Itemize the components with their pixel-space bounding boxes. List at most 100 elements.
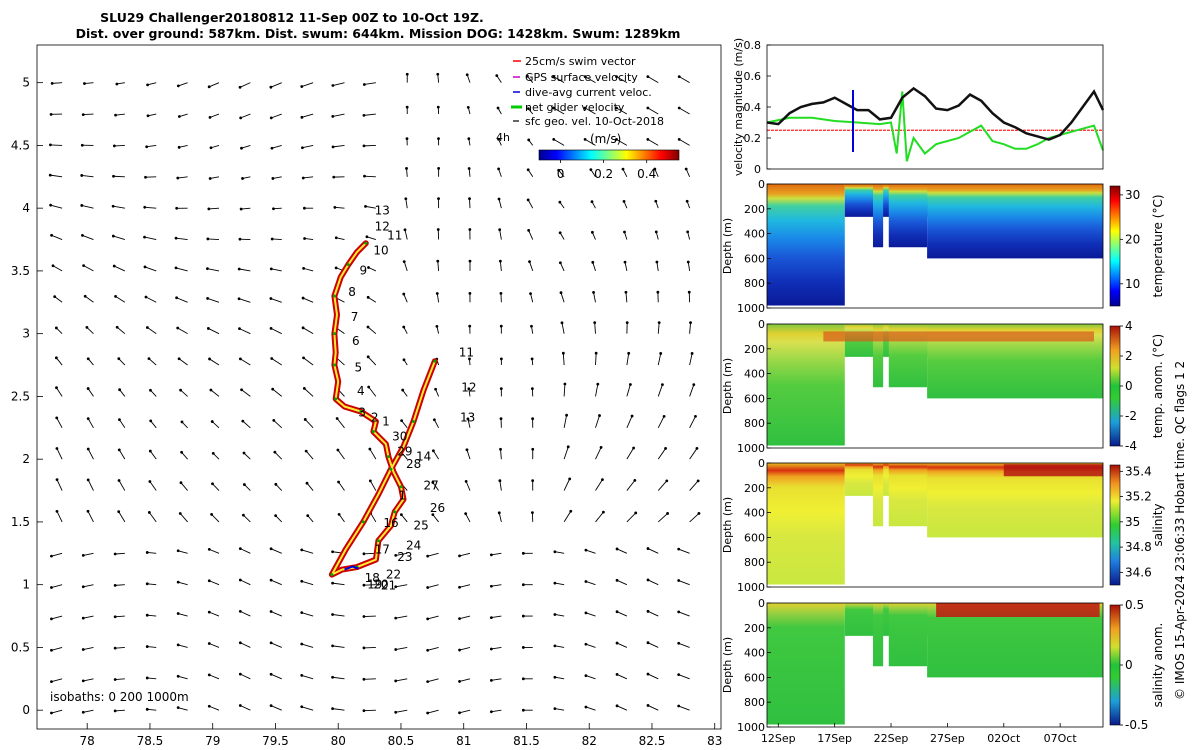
- geo-vector-head: [553, 644, 557, 648]
- geo-vector-head: [584, 580, 588, 583]
- geo-vector: [304, 419, 314, 429]
- geo-vector-head: [269, 578, 273, 582]
- geo-vector-head: [113, 709, 117, 713]
- track-day-label: 20: [373, 577, 388, 591]
- geo-vector-head: [50, 680, 53, 684]
- geo-vector-head: [112, 144, 116, 148]
- geo-vector: [209, 580, 220, 586]
- geo-vector-head: [331, 613, 334, 616]
- geo-vector-head: [426, 586, 430, 589]
- title-line-1: SLU29 Challenger20180812 11-Sep 00Z to 1…: [100, 10, 484, 25]
- geo-vector-head: [208, 115, 212, 119]
- colorbar-tick-label: 20: [1125, 232, 1140, 246]
- geo-vector-head: [362, 677, 366, 681]
- track-day-label: 1: [398, 488, 406, 502]
- geo-vector-head: [687, 290, 691, 294]
- geo-vector: [301, 706, 314, 711]
- geo-vector: [585, 706, 596, 711]
- map-ytick-label: 5: [22, 76, 30, 90]
- section-profile-strip: [872, 184, 884, 248]
- geo-vector: [147, 551, 157, 554]
- geo-vector-head: [401, 388, 405, 392]
- geo-vector: [304, 388, 314, 397]
- geo-vector-head: [624, 290, 628, 294]
- geo-vector-head: [54, 326, 58, 330]
- geo-vector-head: [365, 235, 369, 239]
- geo-vector: [177, 176, 188, 179]
- geo-vector-head: [207, 704, 211, 708]
- geo-vector: [432, 514, 439, 523]
- geo-vector-head: [530, 511, 534, 515]
- geo-vector-head: [113, 583, 117, 587]
- track-day-label: 10: [373, 244, 388, 258]
- map-xtick-label: 82: [582, 734, 597, 748]
- geo-vector: [83, 113, 94, 116]
- geo-vector-head: [694, 414, 697, 418]
- geo-vector-head: [590, 200, 594, 204]
- geo-vector: [178, 707, 188, 711]
- geo-vector-head: [584, 611, 588, 615]
- geo-vector: [395, 584, 408, 588]
- geo-vector-head: [565, 413, 569, 417]
- geo-vector-head: [269, 116, 273, 120]
- geo-vector: [467, 418, 471, 428]
- geo-vector: [563, 415, 568, 428]
- geo-vector: [209, 643, 220, 648]
- track-day-label: 17: [375, 542, 390, 556]
- geo-vector-head: [81, 616, 85, 620]
- geo-vector-head: [50, 233, 53, 237]
- geo-vector-head: [239, 207, 243, 211]
- colorbar-tick-label: 4: [1125, 319, 1133, 333]
- geo-vector-head: [497, 197, 501, 201]
- geo-vector-head: [237, 297, 241, 301]
- track-day-label: 13: [460, 411, 475, 425]
- geo-vector-head: [458, 648, 461, 652]
- geo-vector-head: [362, 615, 366, 618]
- colorbar-label: temp. anom. (°C): [1151, 334, 1165, 438]
- geo-vector-head: [362, 144, 366, 148]
- temp-anomaly-section: 0 200 400 600 800 1000 Depth (m) 4 2 0 -2 -4 temp. a…: [721, 318, 1165, 455]
- depth-tick-label: 600: [744, 252, 765, 265]
- geo-vector: [243, 452, 251, 460]
- geo-vector-head: [300, 642, 304, 646]
- geo-vector-head: [176, 706, 180, 710]
- geo-vector: [616, 674, 628, 680]
- geo-vector-head: [300, 579, 304, 583]
- geo-vector-head: [664, 447, 667, 450]
- geo-vector: [595, 353, 597, 366]
- geo-vector: [119, 419, 126, 429]
- geo-vector-head: [117, 357, 121, 361]
- geo-vector-head: [209, 388, 213, 392]
- geo-vector-head: [615, 578, 619, 582]
- geo-vector: [301, 113, 314, 118]
- geo-vector-head: [179, 481, 183, 485]
- geo-vector: [553, 107, 565, 115]
- geo-vector: [657, 448, 666, 460]
- map-ytick-label: 0: [22, 703, 30, 717]
- geo-vector: [82, 234, 94, 240]
- geo-vector: [401, 420, 408, 429]
- geo-vector-head: [242, 451, 246, 455]
- colorbar-tick-label: 2: [1125, 349, 1133, 363]
- map-xtick-label: 79: [205, 734, 220, 748]
- geo-vector-head: [394, 616, 398, 620]
- depth-tick-label: 0: [758, 457, 765, 470]
- geo-vector: [118, 358, 126, 366]
- geo-vector-head: [81, 553, 85, 557]
- geo-vector-head: [366, 295, 370, 299]
- geo-vector-head: [521, 583, 525, 587]
- track-day-label: 7: [351, 310, 359, 324]
- geo-vector-head: [684, 167, 688, 171]
- geo-vector: [240, 610, 251, 617]
- geo-vector: [113, 205, 125, 209]
- geo-vector-head: [81, 585, 85, 589]
- geo-vector: [149, 481, 157, 491]
- geo-vector: [270, 327, 282, 335]
- geo-vector: [113, 235, 125, 240]
- track-day-label: 18: [365, 571, 380, 585]
- geo-vector: [657, 416, 665, 428]
- geo-vector-head: [498, 259, 502, 263]
- geo-vector-head: [489, 584, 493, 588]
- geo-vector-head: [80, 143, 84, 147]
- geo-vector-head: [86, 447, 90, 451]
